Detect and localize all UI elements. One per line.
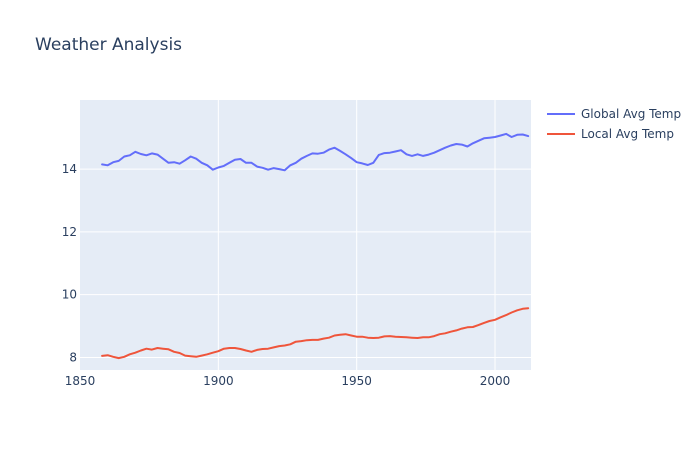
y-tick-label: 10 [62,288,77,302]
series-line-0 [101,132,530,172]
legend[interactable]: Global Avg Temp Local Avg Temp [547,107,681,141]
series-line-1 [101,307,530,360]
x-axis-ticks: 1850 1900 1950 2000 [65,374,511,388]
legend-item-1[interactable]: Local Avg Temp [547,127,674,141]
plot-area [80,100,531,370]
y-tick-label: 14 [62,162,77,176]
y-axis-ticks: 8 10 12 14 [62,162,77,364]
legend-label: Global Avg Temp [581,107,681,121]
series-lines [101,132,530,360]
y-tick-label: 8 [69,350,77,364]
x-tick-label: 1900 [203,374,234,388]
gridlines [80,100,531,370]
legend-label: Local Avg Temp [581,127,674,141]
y-tick-label: 12 [62,225,77,239]
x-tick-label: 2000 [480,374,511,388]
chart-title: Weather Analysis [35,35,182,55]
legend-item-0[interactable]: Global Avg Temp [547,107,681,121]
x-tick-label: 1950 [341,374,372,388]
x-tick-label: 1850 [65,374,96,388]
